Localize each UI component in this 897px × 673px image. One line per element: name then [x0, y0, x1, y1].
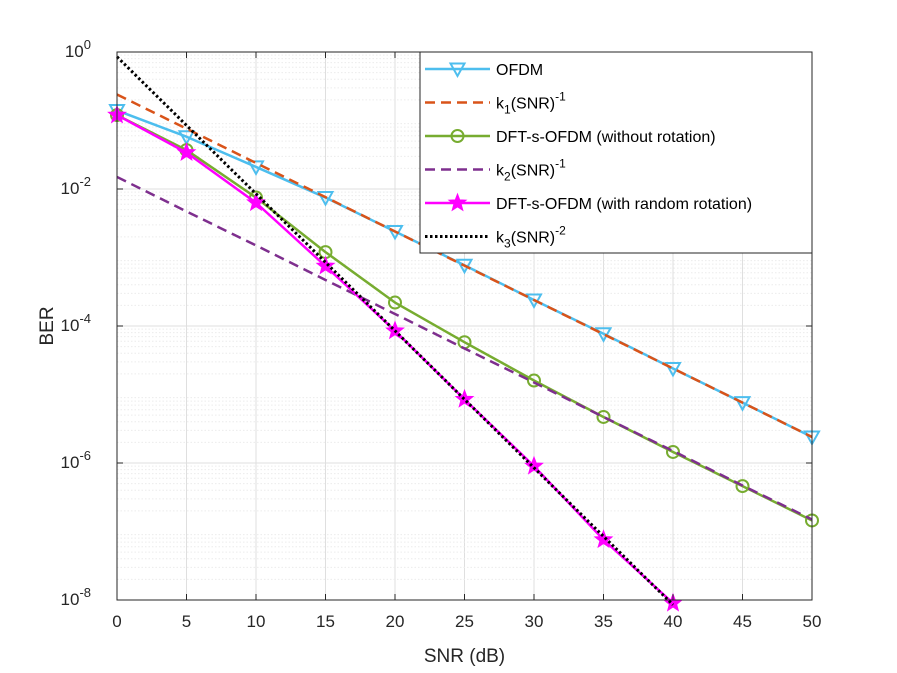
legend-label: k3(SNR)-2 — [496, 224, 566, 251]
x-tick-label: 5 — [182, 612, 191, 631]
legend-label: k1(SNR)-1 — [496, 90, 566, 117]
series-line — [116, 175, 813, 521]
legend-label: OFDM — [496, 62, 543, 79]
series-layer — [107, 55, 821, 612]
legend: OFDM k1(SNR)-1 DFT-s-OFDM (without rotatio… — [419, 51, 813, 254]
y-axis-label: BER — [37, 306, 58, 345]
x-tick-label: 15 — [316, 612, 335, 631]
series-line — [116, 93, 813, 439]
legend-marker — [450, 129, 465, 143]
y-tick-label: 10-8 — [61, 585, 91, 609]
legend-item: OFDM — [425, 62, 543, 79]
x-tick-label: 0 — [112, 612, 121, 631]
data-point — [176, 142, 197, 162]
tick-labels: 0 5 10 15 20 25 30 35 40 45 50 10-8 10-6 10-4 10-2 100 — [61, 37, 822, 631]
data-point — [177, 130, 196, 146]
x-tick-label: 30 — [525, 612, 544, 631]
data-point — [664, 361, 682, 378]
y-tick-label: 10-6 — [61, 448, 91, 472]
data-point — [735, 479, 750, 494]
legend-item: k1(SNR)-1 — [425, 90, 566, 117]
data-point — [596, 409, 611, 424]
legend-marker — [447, 192, 468, 212]
data-point — [527, 373, 541, 388]
data-point — [388, 295, 402, 310]
series-k3-snr-2 — [115, 55, 675, 606]
x-axis-label: SNR (dB) — [424, 646, 505, 667]
x-tick-label: 10 — [247, 612, 266, 631]
x-tick-label: 35 — [594, 612, 613, 631]
legend-item: DFT-s-OFDM (without rotation) — [425, 129, 716, 146]
series-k1-snr-1 — [116, 93, 813, 439]
x-tick-label: 20 — [386, 612, 405, 631]
series-line — [115, 55, 675, 606]
x-tick-label: 50 — [803, 612, 822, 631]
legend-box — [419, 51, 813, 254]
x-tick-label: 45 — [733, 612, 752, 631]
legend-label: DFT-s-OFDM (with random rotation) — [496, 196, 752, 213]
x-tick-label: 40 — [664, 612, 683, 631]
legend-label: k2(SNR)-1 — [496, 157, 566, 184]
legend-item: k2(SNR)-1 — [425, 157, 566, 184]
y-tick-label: 100 — [65, 37, 91, 61]
data-point — [246, 192, 266, 212]
y-tick-label: 10-2 — [61, 174, 91, 198]
data-point — [316, 191, 335, 207]
legend-marker — [448, 62, 467, 79]
data-point — [385, 320, 405, 340]
x-tick-label: 25 — [455, 612, 474, 631]
legend-label: DFT-s-OFDM (without rotation) — [496, 129, 716, 146]
data-point — [593, 529, 614, 549]
data-point — [733, 396, 752, 412]
y-tick-label: 10-4 — [61, 311, 91, 335]
series-k2-snr-1 — [116, 175, 813, 521]
legend-item: DFT-s-OFDM (with random rotation) — [425, 192, 752, 213]
data-point — [315, 255, 336, 275]
data-point — [666, 444, 680, 459]
data-point — [247, 160, 265, 176]
legend-item: k3(SNR)-2 — [425, 224, 566, 251]
